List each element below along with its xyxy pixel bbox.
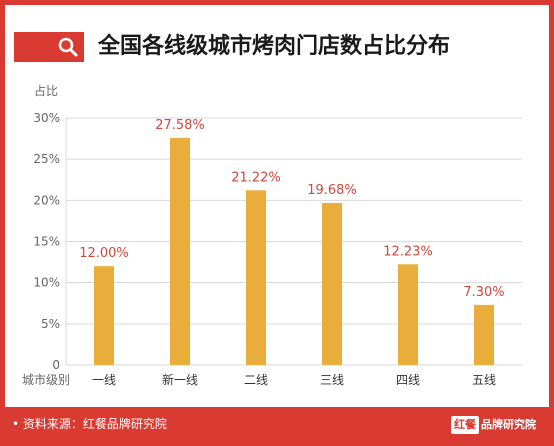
bar	[246, 190, 266, 365]
data-label: 12.00%	[79, 246, 129, 261]
y-tick-label: 20%	[33, 193, 60, 207]
x-tick-label: 四线	[396, 373, 420, 387]
logo-mark: 红餐	[451, 415, 479, 434]
bar	[170, 137, 190, 365]
logo-text: 品牌研究院	[481, 417, 536, 431]
data-label: 27.58%	[155, 118, 205, 133]
bar	[94, 266, 114, 365]
x-tick-label: 一线	[92, 373, 116, 387]
x-axis-label: 城市级别	[22, 372, 70, 387]
data-label: 7.30%	[463, 285, 504, 300]
y-tick-label: 15%	[33, 235, 60, 249]
y-tick-label: 5%	[41, 317, 60, 331]
source-note: • 资料来源：红餐品牌研究院	[12, 417, 167, 431]
y-tick-label: 25%	[33, 152, 60, 166]
x-tick-label: 三线	[320, 373, 344, 387]
data-label: 19.68%	[307, 183, 357, 198]
x-tick-label: 新一线	[162, 372, 198, 387]
y-tick-label: 10%	[33, 276, 60, 290]
brand-logo: 红餐 品牌研究院	[451, 414, 536, 434]
data-label: 21.22%	[231, 170, 281, 185]
bar	[474, 304, 494, 365]
data-label: 12.23%	[383, 244, 433, 259]
y-axis-label: 占比	[34, 83, 58, 98]
y-tick-label: 30%	[33, 111, 60, 125]
title-accent-bar	[14, 32, 58, 62]
x-tick-label: 二线	[244, 373, 268, 387]
bar	[322, 202, 342, 365]
chart-title: 全国各线级城市烤肉门店数占比分布	[98, 34, 451, 59]
search-icon	[52, 32, 84, 62]
bar	[398, 264, 418, 365]
x-tick-label: 五线	[472, 373, 496, 387]
y-tick-label: 0	[52, 358, 60, 372]
